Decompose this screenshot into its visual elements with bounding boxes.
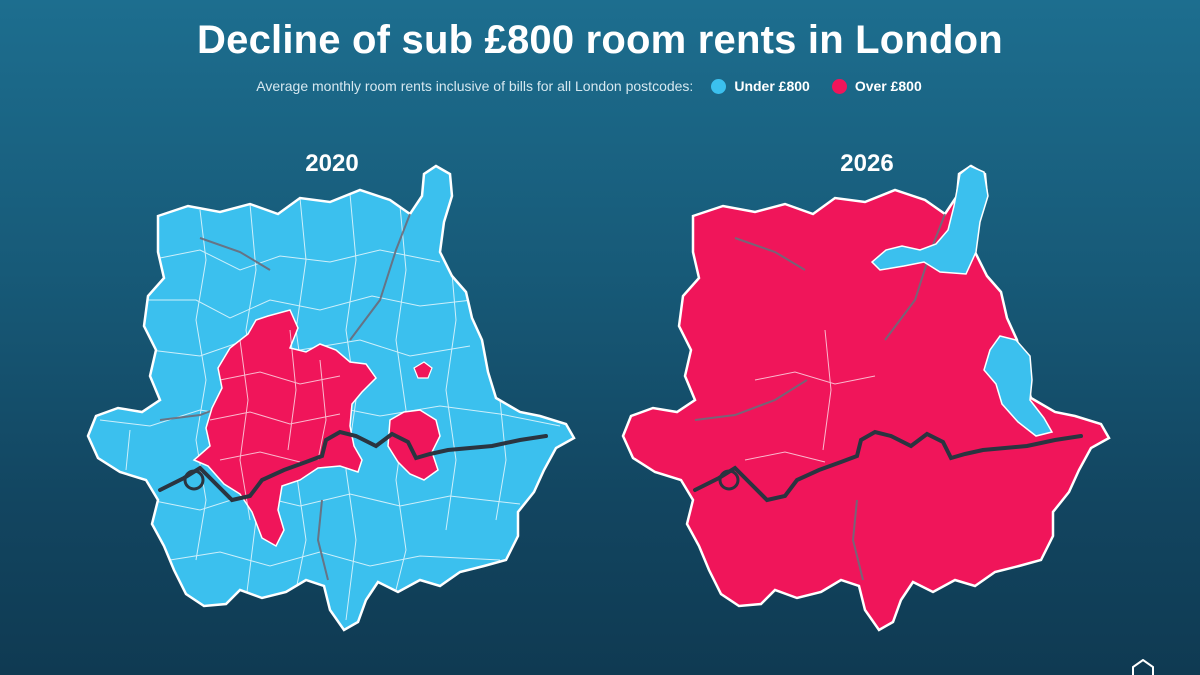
map-2026-inner-borders: [744, 329, 876, 463]
legend-swatch-under: [711, 78, 727, 94]
legend-label-under: Under £800: [734, 78, 810, 94]
map-2026-over-area: [621, 164, 1111, 632]
legend-label-over: Over £800: [854, 78, 922, 94]
map-2026: [621, 164, 1111, 632]
legend-item-over: Over £800: [831, 78, 922, 94]
map-2026-year: 2026: [840, 150, 894, 177]
map-2026-sector-lines: [694, 213, 946, 581]
legend: Average monthly room rents inclusive of …: [0, 78, 1200, 94]
house-icon: [1132, 659, 1154, 675]
map-2020-over-northeast: [413, 361, 433, 379]
map-2020-over-central: [192, 309, 377, 548]
map-2020-central-borders: [209, 329, 341, 521]
map-2020-river-thames: [158, 429, 548, 503]
legend-swatch-over: [831, 78, 847, 94]
map-2026-river-thames: [693, 429, 1083, 503]
page-title: Decline of sub £800 room rents in London: [197, 18, 1003, 62]
map-2026-river-loops: [718, 469, 740, 491]
map-2020-year: 2020: [305, 150, 359, 177]
legend-item-under: Under £800: [711, 78, 810, 94]
map-2020-river-loops: [183, 469, 205, 491]
map-2026-under-northeast: [870, 165, 989, 275]
map-2026-under-east: [983, 335, 1054, 437]
legend-description: Average monthly room rents inclusive of …: [256, 78, 694, 94]
map-2020-over-east: [387, 409, 441, 481]
map-2020: [86, 164, 576, 632]
